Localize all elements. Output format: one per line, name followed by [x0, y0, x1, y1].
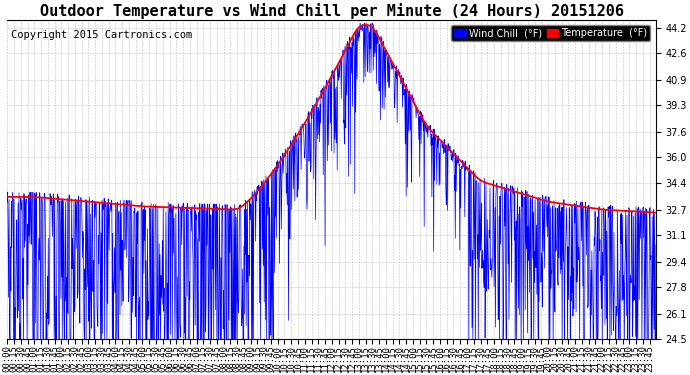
- Title: Outdoor Temperature vs Wind Chill per Minute (24 Hours) 20151206: Outdoor Temperature vs Wind Chill per Mi…: [39, 3, 624, 19]
- Legend: Wind Chill  (°F), Temperature  (°F): Wind Chill (°F), Temperature (°F): [451, 25, 651, 41]
- Text: Copyright 2015 Cartronics.com: Copyright 2015 Cartronics.com: [10, 30, 192, 39]
